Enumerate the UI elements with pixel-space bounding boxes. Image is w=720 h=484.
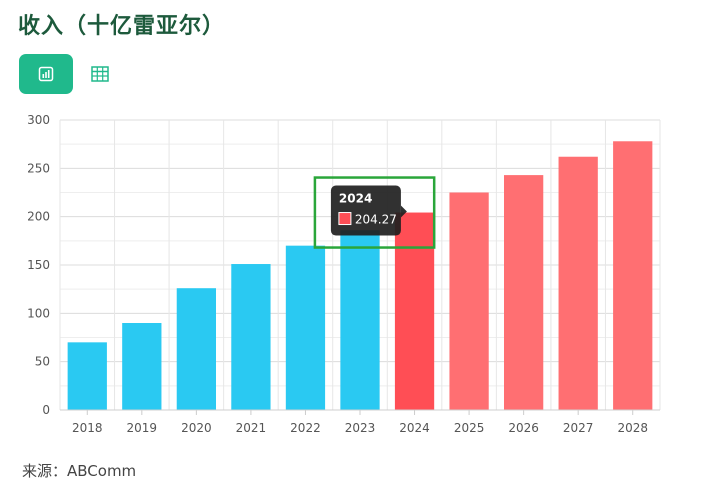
bar-chart: 0 50 100 150 200 250 300 2018 2019 2020 2021 2022 20… xyxy=(27,113,661,435)
y-tick-label: 200 xyxy=(27,210,50,224)
y-tick-label: 150 xyxy=(27,258,50,272)
x-tick-label-2021: 2021 xyxy=(236,421,267,435)
bar-2019 xyxy=(122,323,162,410)
tooltip: 2024 204.27 xyxy=(313,176,436,249)
y-tick-label: 50 xyxy=(35,355,50,369)
tooltip-swatch xyxy=(338,212,352,226)
tooltip-caret xyxy=(400,205,407,218)
bar-2022 xyxy=(285,245,326,410)
bar-2024 xyxy=(394,212,435,410)
x-tick-label-2019: 2019 xyxy=(127,421,158,435)
x-tick-label-2018: 2018 xyxy=(72,421,103,435)
source-note: 来源：ABComm xyxy=(22,462,137,480)
bar-chart-icon xyxy=(38,66,54,82)
bar-2026 xyxy=(504,175,544,410)
x-tick-label-2025: 2025 xyxy=(454,421,485,435)
x-tick-label-2024: 2024 xyxy=(399,421,430,435)
bar-2027 xyxy=(558,156,598,410)
bar-2020 xyxy=(176,288,216,410)
y-tick-label: 250 xyxy=(27,161,50,175)
bar-2025 xyxy=(449,192,489,410)
x-tick-label-2026: 2026 xyxy=(508,421,539,435)
x-tick-label-2028: 2028 xyxy=(617,421,648,435)
y-tick-label: 0 xyxy=(42,403,50,417)
bar-2021 xyxy=(231,264,271,410)
y-tick-label: 100 xyxy=(27,306,50,320)
x-tick-label-2027: 2027 xyxy=(563,421,594,435)
bar-2018 xyxy=(67,342,107,410)
x-tick-label-2023: 2023 xyxy=(345,421,376,435)
page-title: 收入（十亿雷亚尔） xyxy=(18,14,226,39)
bar-2023 xyxy=(340,230,380,410)
tooltip-category: 2024 xyxy=(339,192,372,206)
table-grid-icon xyxy=(91,66,109,82)
tooltip-value: 204.27 xyxy=(355,213,397,227)
highlight-box xyxy=(313,176,436,249)
x-tick-label-2022: 2022 xyxy=(290,421,321,435)
y-tick-label: 300 xyxy=(27,113,50,127)
bar-2028 xyxy=(613,141,653,410)
table-view-button[interactable] xyxy=(82,54,118,94)
x-tick-label-2020: 2020 xyxy=(181,421,212,435)
chart-view-button[interactable] xyxy=(19,54,73,94)
